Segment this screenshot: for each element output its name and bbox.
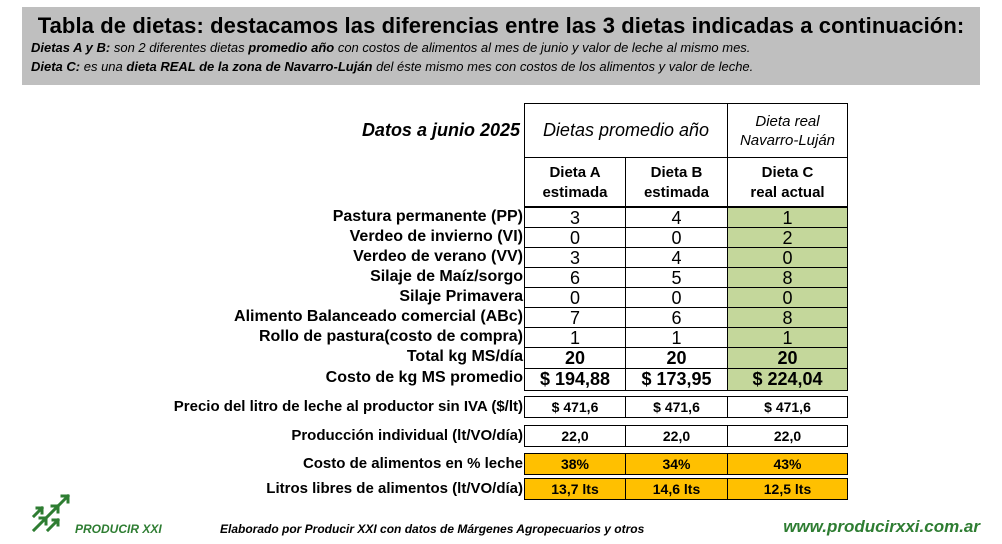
value-cell-c: 1 (727, 207, 848, 228)
producir-logo (30, 493, 72, 534)
value-cell-c: 1 (727, 327, 848, 348)
value-cell-a: 1 (524, 327, 626, 348)
summary-cell-c: 12,5 lts (727, 478, 848, 500)
value-cell-a: 6 (524, 267, 626, 288)
summary-row-label: Precio del litro de leche al productor s… (173, 398, 523, 415)
row-label: Pastura permanente (PP) (332, 208, 523, 225)
row-label: Verdeo de invierno (VI) (349, 228, 523, 245)
value-cell-a: 0 (524, 287, 626, 308)
value-cell-b: 5 (625, 267, 728, 288)
value-cell-a: 3 (524, 247, 626, 268)
summary-cell-c: 22,0 (727, 425, 848, 447)
value-cell-b: 6 (625, 307, 728, 328)
value-cell-b: 0 (625, 227, 728, 248)
col-header-c: Dieta C real actual (727, 157, 848, 207)
value-cell-b: 20 (625, 347, 728, 369)
summary-cell-b: $ 471,6 (625, 396, 728, 418)
summary-row-label: Costo de alimentos en % leche (302, 455, 523, 472)
col-header-a: Dieta A estimada (524, 157, 626, 207)
value-cell-c: 0 (727, 287, 848, 308)
value-cell-a: 20 (524, 347, 626, 369)
header-banner: Tabla de dietas: destacamos las diferenc… (22, 7, 980, 85)
value-cell-c: $ 224,04 (727, 368, 848, 391)
logo-text: PRODUCIR XXI (75, 522, 162, 536)
row-label: Verdeo de verano (VV) (353, 248, 523, 265)
row-label: Silaje Primavera (399, 288, 523, 305)
summary-cell-b: 14,6 lts (625, 478, 728, 500)
value-cell-a: $ 194,88 (524, 368, 626, 391)
footer-credit: Elaborado por Producir XXI con datos de … (220, 522, 645, 536)
value-cell-a: 7 (524, 307, 626, 328)
value-cell-b: 0 (625, 287, 728, 308)
subtitle-line-2: Dieta C: es una dieta REAL de la zona de… (31, 59, 754, 74)
row-label: Silaje de Maíz/sorgo (370, 268, 523, 285)
group-header-ab: Dietas promedio año (524, 103, 728, 158)
summary-cell-b: 34% (625, 453, 728, 475)
value-cell-b: 4 (625, 207, 728, 228)
summary-cell-b: 22,0 (625, 425, 728, 447)
row-label: Total kg MS/día (406, 348, 523, 365)
date-label: Datos a junio 2025 (361, 120, 520, 140)
value-cell-c: 2 (727, 227, 848, 248)
summary-cell-a: $ 471,6 (524, 396, 626, 418)
summary-cell-a: 13,7 lts (524, 478, 626, 500)
row-label: Costo de kg MS promedio (325, 369, 523, 386)
summary-cell-c: 43% (727, 453, 848, 475)
summary-cell-c: $ 471,6 (727, 396, 848, 418)
row-label: Rollo de pastura(costo de compra) (258, 328, 523, 345)
summary-row-label: Producción individual (lt/VO/día) (291, 427, 523, 444)
col-header-b: Dieta B estimada (625, 157, 728, 207)
value-cell-c: 0 (727, 247, 848, 268)
value-cell-c: 8 (727, 267, 848, 288)
summary-row-label: Litros libres de alimentos (lt/VO/día) (266, 480, 523, 497)
group-header-c: Dieta real Navarro-Luján (727, 103, 848, 158)
value-cell-b: $ 173,95 (625, 368, 728, 391)
footer-url-link[interactable]: www.producirxxi.com.ar (783, 517, 980, 536)
arrows-logo-icon (31, 493, 71, 533)
summary-cell-a: 38% (524, 453, 626, 475)
value-cell-c: 8 (727, 307, 848, 328)
page-title: Tabla de dietas: destacamos las diferenc… (37, 13, 965, 38)
summary-cell-a: 22,0 (524, 425, 626, 447)
value-cell-b: 4 (625, 247, 728, 268)
value-cell-b: 1 (625, 327, 728, 348)
value-cell-a: 3 (524, 207, 626, 228)
row-label: Alimento Balanceado comercial (ABc) (234, 308, 523, 325)
subtitle-line-1: Dietas A y B: son 2 diferentes dietas pr… (31, 40, 751, 55)
value-cell-c: 20 (727, 347, 848, 369)
value-cell-a: 0 (524, 227, 626, 248)
